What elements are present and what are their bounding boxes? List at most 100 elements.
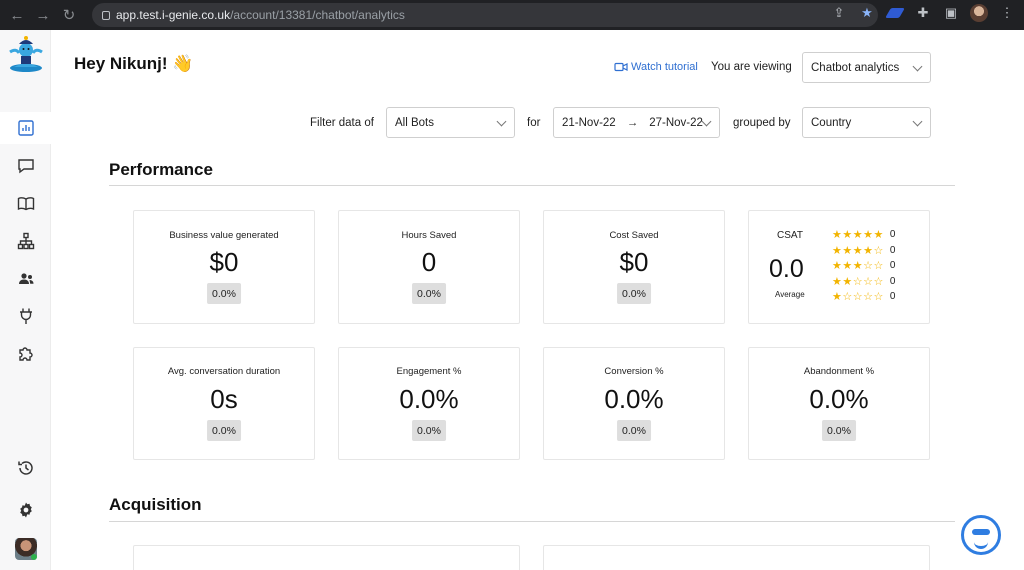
csat-title: CSAT (777, 230, 803, 241)
users-icon (18, 273, 33, 284)
sidebar-item-users[interactable] (0, 263, 51, 295)
sidebar-item-settings[interactable] (0, 494, 51, 526)
chevron-down-icon (701, 116, 712, 127)
card-title: Cost Saved (609, 230, 659, 241)
empty-stars-icon: ☆☆ (863, 260, 884, 273)
change-badge: 0.0% (207, 283, 241, 304)
card-value: $0 (619, 247, 649, 277)
wave-emoji: 👋 (172, 54, 194, 73)
filled-stars-icon: ★★★★★ (832, 229, 884, 242)
performance-title: Performance (109, 160, 213, 179)
star-count: 0 (889, 244, 896, 256)
arrow-right-icon: → (626, 116, 639, 129)
sidebar-item-history[interactable] (0, 452, 51, 484)
filled-stars-icon: ★★★ (832, 260, 864, 273)
date-range-picker[interactable]: 21-Nov-22 → 27-Nov-22 (553, 107, 720, 138)
greeting-heading: Hey Nikunj! 👋 (74, 54, 194, 73)
watch-tutorial-label: Watch tutorial (631, 61, 698, 73)
sidebar-item-chats[interactable] (0, 150, 51, 182)
group-by-select-value: Country (811, 116, 852, 129)
forward-icon[interactable]: → (35, 6, 51, 24)
bots-select-value: All Bots (395, 116, 434, 129)
csat-value: 0.0 (769, 255, 804, 283)
browser-toolbar: ← → ↻ app.test.i-genie.co.uk/account/133… (0, 0, 1024, 30)
acquisition-divider (109, 521, 955, 522)
sidepanel-icon[interactable]: ▣ (944, 5, 958, 20)
card-title: Avg. conversation duration (167, 366, 281, 377)
analytics-icon (17, 120, 34, 136)
star-row-1: ★ ☆☆☆☆ 0 (832, 289, 895, 305)
reload-icon[interactable]: ↻ (62, 7, 76, 24)
empty-stars-icon: ☆☆☆ (852, 275, 884, 288)
acquisition-card-left (133, 545, 520, 570)
star-rating-breakdown: ★★★★★ 0 ★★★★ ☆ 0 ★★★ ☆☆ 0 ★★ ☆☆☆ 0 ★ ☆☆☆☆ 0 (832, 227, 895, 305)
star-count: 0 (889, 260, 896, 272)
filled-stars-icon: ★ (832, 291, 843, 304)
avg-duration-card: Avg. conversation duration 0s 0.0% (133, 347, 315, 460)
group-by-select[interactable]: Country (802, 107, 931, 138)
star-count: 0 (889, 229, 896, 241)
csat-card: CSAT 0.0 Average ★★★★★ 0 ★★★★ ☆ 0 ★★★ ☆☆ 0 ★★… (748, 210, 930, 324)
url-host: app.test.i-genie.co.uk (116, 8, 231, 22)
viewing-label: You are viewing (711, 61, 792, 73)
back-icon[interactable]: ← (9, 6, 25, 24)
card-value: 0.0% (604, 384, 664, 414)
star-count: 0 (889, 275, 896, 287)
share-icon[interactable]: ⇪ (833, 5, 845, 20)
filter-label: Filter data of (310, 117, 374, 129)
bookmark-star-icon[interactable]: ★ (861, 5, 873, 20)
view-select[interactable]: Chatbot analytics (802, 52, 931, 83)
plug-icon (19, 308, 32, 324)
profile-avatar[interactable] (970, 4, 988, 22)
address-bar[interactable]: app.test.i-genie.co.uk/account/13381/cha… (92, 3, 878, 27)
chat-icon (17, 159, 34, 174)
empty-stars-icon: ☆☆☆☆ (842, 291, 884, 304)
lock-icon (102, 10, 110, 20)
date-to: 27-Nov-22 (649, 116, 703, 129)
filled-stars-icon: ★★★★ (832, 244, 874, 257)
change-badge: 0.0% (822, 420, 856, 441)
sidebar (0, 30, 51, 570)
sidebar-item-flows[interactable] (0, 225, 51, 257)
book-icon (17, 197, 34, 211)
change-badge: 0.0% (207, 420, 241, 441)
acquisition-title: Acquisition (109, 495, 202, 514)
card-title: Engagement % (396, 366, 462, 377)
star-row-5: ★★★★★ 0 (832, 227, 895, 243)
filled-stars-icon: ★★ (832, 275, 853, 288)
star-row-2: ★★ ☆☆☆ 0 (832, 274, 895, 290)
extension-icon[interactable] (885, 4, 905, 22)
sidebar-item-apps[interactable] (0, 338, 51, 370)
sidebar-item-knowledge[interactable] (0, 188, 51, 220)
card-title: Hours Saved (401, 230, 457, 241)
puzzle-icon (18, 347, 33, 361)
card-value: 0.0% (809, 384, 869, 414)
chevron-down-icon (912, 116, 923, 127)
conversion-card: Conversion % 0.0% 0.0% (543, 347, 725, 460)
chat-widget-button[interactable] (961, 515, 1001, 555)
gear-icon (19, 502, 32, 518)
watch-tutorial-link[interactable]: Watch tutorial (614, 61, 698, 73)
card-title: Abandonment % (803, 366, 875, 377)
change-badge: 0.0% (412, 283, 446, 304)
grouped-by-label: grouped by (733, 117, 791, 129)
card-title: Conversion % (604, 366, 664, 377)
history-icon (17, 461, 33, 475)
change-badge: 0.0% (617, 283, 651, 304)
change-badge: 0.0% (617, 420, 651, 441)
extensions-puzzle-icon[interactable]: ✚ (917, 5, 929, 20)
more-menu-icon[interactable]: ⋮ (1000, 5, 1014, 20)
abandonment-card: Abandonment % 0.0% 0.0% (748, 347, 930, 460)
sidebar-item-integrations[interactable] (0, 300, 51, 332)
csat-sub: Average (775, 290, 805, 299)
card-title: Business value generated (169, 230, 279, 241)
for-label: for (527, 117, 541, 129)
card-value: 0.0% (399, 384, 459, 414)
card-value: 0 (421, 247, 437, 277)
url-path: /account/13381/chatbot/analytics (230, 8, 405, 22)
org-chart-icon (17, 232, 34, 250)
bots-select[interactable]: All Bots (386, 107, 515, 138)
chevron-down-icon (496, 116, 507, 127)
sidebar-item-analytics[interactable] (0, 112, 51, 144)
business-value-card: Business value generated $0 0.0% (133, 210, 315, 324)
